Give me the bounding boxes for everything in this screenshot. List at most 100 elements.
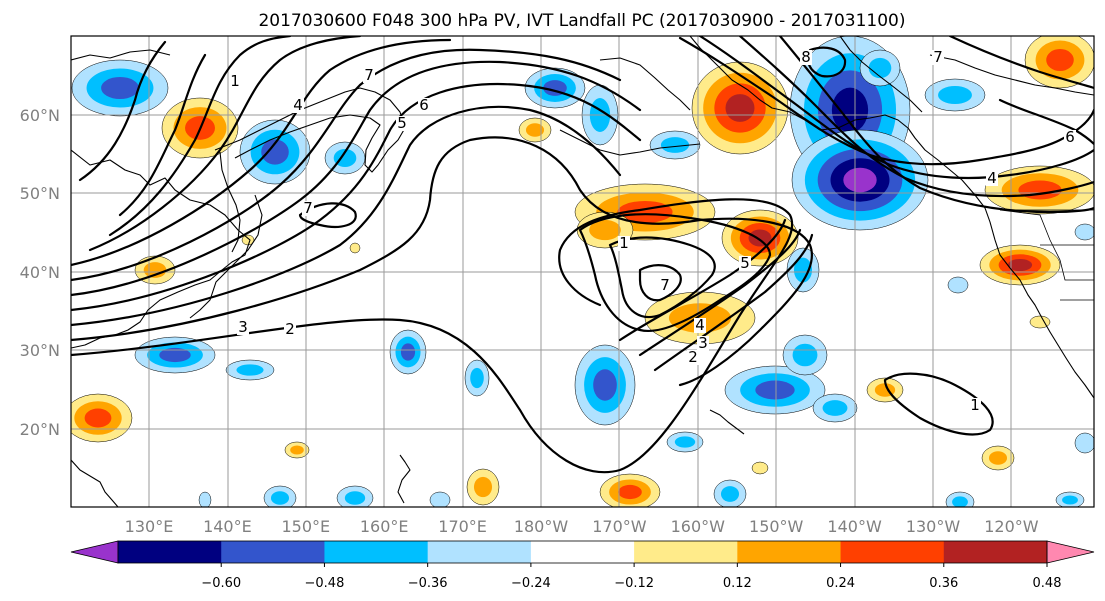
lon-label: 170°W [592, 517, 647, 536]
ivt-pc-contour-fill [988, 451, 1008, 465]
contour-label-bg [969, 398, 981, 413]
ivt-pc-contour-fill [720, 486, 740, 502]
pv-contours [71, 36, 1094, 474]
ivt-pc-contour-fill [236, 364, 264, 376]
ivt-pc-contour-fill [593, 369, 617, 401]
contour-label: 3 [698, 334, 708, 352]
colorbar-frame [117, 540, 1048, 564]
colorbar-swatch [737, 541, 842, 563]
contour-label: 7 [303, 199, 313, 217]
contour-label: 4 [695, 316, 705, 334]
ivt-pc-contour-fill [198, 491, 212, 507]
contour-label-bg [986, 171, 998, 186]
ivt-pc-contour-fill [660, 137, 690, 153]
colorbar-swatch [427, 541, 532, 563]
ivt-pc-contour-fill [868, 57, 892, 79]
colorbar-tick-label: 0.12 [723, 576, 752, 591]
contour-label-bg [1064, 130, 1076, 145]
contour-label: 4 [987, 169, 997, 187]
contour-label-bg [237, 320, 249, 335]
ivt-pc-contour-fill [1029, 315, 1051, 329]
contour-label-bg [418, 98, 430, 113]
ivt-pc-contour-fill [159, 347, 191, 363]
ivt-pc-contour-fill [261, 139, 289, 165]
contour-label: 1 [619, 234, 629, 252]
colorbar-tick-label: −0.24 [511, 576, 551, 591]
lat-label: 30°N [20, 341, 60, 360]
colorbar-tick-label: 0.48 [1033, 576, 1062, 591]
ivt-pc-contour-fill [1062, 495, 1078, 505]
contour-label-bg [284, 322, 296, 337]
ivt-pc-contour-fill [755, 380, 795, 400]
lat-label: 40°N [20, 263, 60, 282]
ivt-pc-contour-fill [952, 496, 968, 507]
ivt-pc-contour-fill [270, 491, 290, 505]
colorbar-tick-label: −0.60 [201, 576, 241, 591]
ivt-pc-contour-fill [349, 242, 361, 254]
ivt-pc-contour-fill [429, 491, 451, 507]
ivt-pc-contour-fill [525, 123, 545, 137]
map-frame [70, 35, 1095, 508]
contour-label-bg [932, 50, 944, 65]
ivt-pc-contour-fill [470, 367, 484, 389]
longitude-labels: 130°E 140°E 150°E 160°E 170°E 180°W 170°W 160°W… [125, 517, 1039, 536]
contour-label: 6 [419, 96, 429, 114]
ivt-pc-contour-fill [618, 484, 642, 500]
contour-label: 5 [397, 114, 407, 132]
ivt-pc-contour-fill [101, 76, 139, 100]
ivt-pc-contour-fill [344, 491, 366, 505]
ivt-pc-contour-fill [792, 343, 818, 367]
colorbar: −0.60 −0.48 −0.36 −0.24 −0.12 0.12 0.24 0.36 0.4… [70, 540, 1095, 591]
ivt-pc-contour-fill [793, 257, 813, 283]
ivt-pc-contour-fill [1018, 180, 1062, 200]
ivt-pc-contour-fill [333, 148, 357, 168]
contour-label: 3 [238, 318, 248, 336]
lon-label: 180°W [514, 517, 569, 536]
lat-label: 60°N [20, 106, 60, 125]
colorbar-swatch [221, 541, 325, 563]
latitude-labels: 60°N 50°N 40°N 30°N 20°N [20, 106, 60, 439]
ivt-pc-contour-fill [84, 408, 112, 428]
ivt-pc-contour-fill [589, 219, 621, 241]
colorbar-swatch [634, 541, 738, 563]
contour-label: 7 [660, 276, 670, 294]
contour-label-bg [302, 201, 314, 216]
ivt-pc-contour-fill [822, 400, 848, 416]
contour-label: 2 [688, 348, 698, 366]
ivt-pc-contour-fill [1074, 223, 1094, 241]
lat-label: 20°N [20, 420, 60, 439]
lon-label: 160°W [671, 517, 726, 536]
colorbar-swatch [530, 541, 635, 563]
ivt-pc-contour-fill [725, 94, 755, 122]
ivt-pc-contour-fill [748, 229, 772, 247]
ivt-pc-contour-fill [674, 436, 696, 448]
colorbar-swatch [118, 541, 222, 563]
contour-label-bg [739, 256, 751, 271]
lon-label: 130°W [906, 517, 961, 536]
lon-label: 130°E [125, 517, 174, 536]
ivt-pc-contour-fill [473, 476, 493, 498]
contour-label-bg [697, 336, 709, 351]
ivt-pc-contour-fill [1074, 432, 1094, 454]
colorbar-swatch [943, 541, 1048, 563]
lat-lon-gridlines [71, 36, 1094, 507]
ivt-pc-contour-fill [843, 167, 877, 193]
contour-label-bg [229, 74, 241, 89]
contour-label: 4 [293, 96, 303, 114]
contour-label: 7 [364, 66, 374, 84]
contour-label-bg [363, 68, 375, 83]
contour-label: 8 [801, 48, 811, 66]
ivt-pc-contour-fill [947, 276, 969, 294]
colorbar-swatch [324, 541, 429, 563]
colorbar-tick-label: 0.24 [826, 576, 855, 591]
lon-label: 140°W [827, 517, 882, 536]
lon-label: 120°W [984, 517, 1039, 536]
contour-label: 1 [970, 396, 980, 414]
contour-label-bg [687, 350, 699, 365]
contour-label-bg [396, 116, 408, 131]
colorbar-swatch [840, 541, 945, 563]
contour-label: 6 [1065, 128, 1075, 146]
